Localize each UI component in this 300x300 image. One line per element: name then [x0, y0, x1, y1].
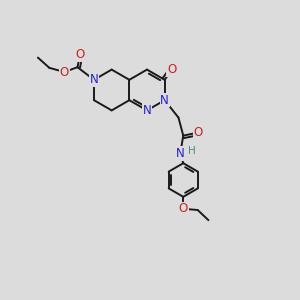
Text: O: O	[194, 126, 203, 139]
Text: O: O	[75, 48, 85, 61]
Text: N: N	[160, 94, 169, 107]
Text: O: O	[178, 202, 188, 215]
Text: N: N	[142, 104, 152, 117]
Text: H: H	[188, 146, 196, 156]
Text: N: N	[176, 147, 184, 160]
Text: O: O	[167, 64, 176, 76]
Text: O: O	[60, 65, 69, 79]
Text: N: N	[90, 73, 98, 86]
